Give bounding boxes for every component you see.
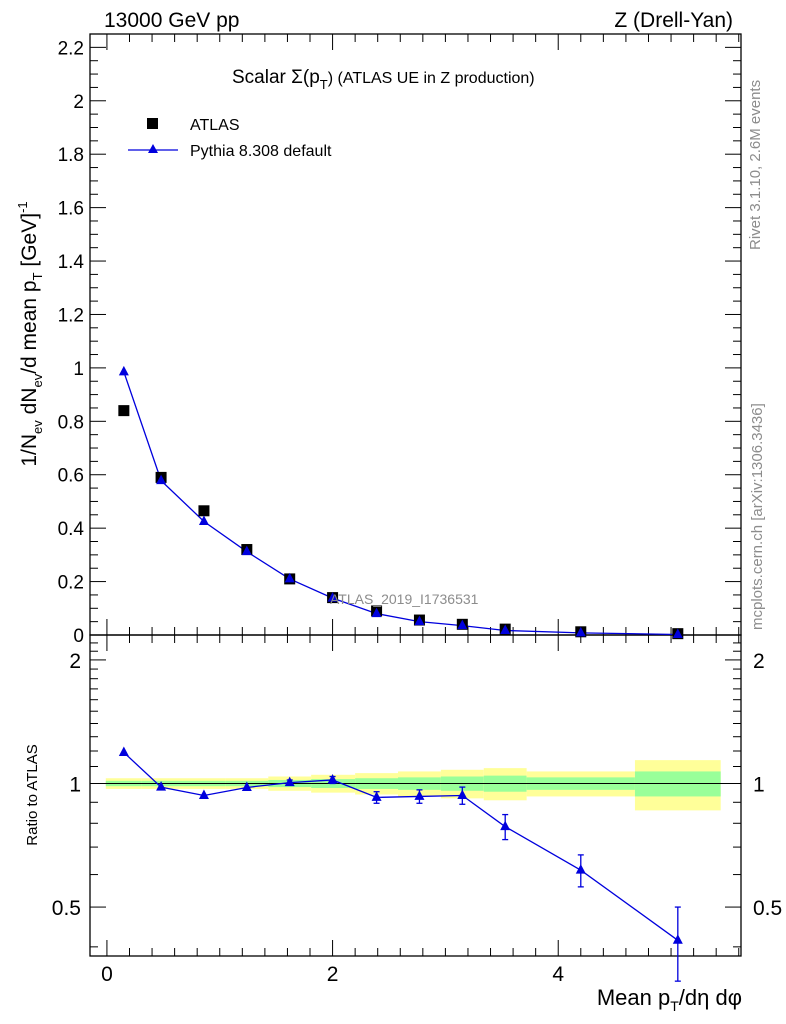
ratio-series-layer [118, 746, 683, 982]
x-axis-label-a: Mean p [597, 985, 670, 1010]
x-tick-label: 0 [101, 963, 113, 986]
pythia-main-point [672, 628, 683, 638]
pythia-ratio-point [575, 864, 586, 874]
ratio-y-tick-label-right: 0.5 [753, 897, 782, 920]
pythia-ratio-point [672, 934, 683, 944]
main-y-tick-label: 0 [73, 626, 84, 647]
pythia-main-point [118, 365, 129, 376]
pythia-ratio-point [327, 773, 338, 784]
main-y-tick-label: 0.8 [58, 412, 84, 433]
main-y-label-c: /d mean p [18, 280, 41, 373]
pythia-main-point [371, 607, 382, 618]
legend-pythia-marker [148, 144, 158, 153]
ratio-y-tick-label-right: 1 [753, 773, 765, 796]
ratio-y-tick-label-left: 0.5 [52, 897, 81, 920]
legend: ATLAS Pythia 8.308 default [128, 117, 332, 160]
main-y-tick-label: 0.6 [58, 466, 84, 487]
legend-pythia-label: Pythia 8.308 default [190, 143, 332, 160]
chart-title-sub: T [320, 77, 328, 92]
ratio-y-tick-label-left: 2 [69, 650, 81, 673]
pythia-main-line [123, 371, 678, 636]
main-y-tick-label: 2 [73, 92, 84, 113]
pythia-main-point [575, 626, 586, 637]
main-y-label-c-sub: T [30, 272, 45, 280]
x-axis-label-a-sub: T [670, 998, 679, 1014]
chart-title-suffix: ) (ATLAS UE in Z production) [328, 70, 535, 87]
main-y-tick-label: 1.8 [58, 145, 84, 166]
main-y-tick-label: 0.4 [58, 519, 85, 540]
pythia-ratio-point [500, 820, 511, 831]
main-panel-frame [89, 33, 742, 636]
main-y-label-d: [GeV] [18, 213, 41, 273]
pythia-main-point [414, 615, 425, 626]
pythia-ratio-point [198, 789, 209, 799]
pythia-ratio-point [118, 746, 129, 756]
ratio-y-axis: 0.5 0.5 1 1 2 2 [52, 642, 782, 948]
ratio-y-label: Ratio to ATLAS [24, 744, 41, 845]
main-y-tick-label: 2.2 [58, 38, 84, 59]
pythia-main-point [500, 624, 511, 634]
atlas-data-point [198, 505, 210, 517]
pythia-ratio-point [284, 776, 295, 787]
main-y-tick-label: 1 [73, 359, 84, 380]
ratio-y-tick-label-right: 2 [753, 650, 765, 673]
mcplots-label: mcplots.cern.ch [arXiv:1306.3436] [749, 403, 766, 630]
main-y-label-b-sub: ev [30, 373, 45, 387]
main-y-label-b: dN [18, 388, 41, 421]
pythia-ratio-point [156, 781, 167, 791]
x-tick-label: 4 [552, 963, 564, 986]
main-series-layer [118, 365, 684, 640]
pythia-main-point [156, 474, 167, 485]
main-y-label-d-sup: -1 [15, 201, 30, 213]
chart-title-prefix: Scalar Σ(p [232, 67, 320, 88]
main-y-tick-label: 0.2 [58, 573, 84, 594]
pythia-main-point [241, 545, 252, 556]
pythia-main-point [457, 619, 468, 630]
atlas-data-point [118, 405, 130, 417]
pythia-ratio-point [371, 791, 382, 801]
pythia-ratio-line [123, 752, 679, 941]
pythia-main-point [284, 572, 295, 583]
main-y-tick-label: 1.2 [58, 305, 84, 326]
x-axis-label: Mean pT/dη dφ [597, 985, 742, 1014]
pythia-main-point [198, 515, 209, 525]
x-tick-label: 2 [327, 963, 339, 986]
legend-atlas-label: ATLAS [190, 117, 240, 134]
ratio-y-tick-label-left: 1 [69, 773, 81, 796]
pythia-ratio-point [241, 781, 252, 791]
pythia-main-point [327, 592, 338, 602]
pythia-ratio-point [414, 790, 425, 800]
chart-title: Scalar Σ(pT) (ATLAS UE in Z production) [232, 67, 535, 92]
main-y-label-a: 1/N [18, 434, 41, 467]
legend-atlas-marker [147, 118, 158, 129]
pythia-ratio-point [457, 789, 468, 799]
ratio-panel-frame [89, 634, 742, 957]
rivet-label: Rivet 3.1.10, 2.6M events [747, 80, 764, 250]
energy-label: 13000 GeV pp [104, 9, 239, 32]
process-label: Z (Drell-Yan) [614, 9, 733, 32]
main-y-label: 1/Nev dNev/d mean pT [GeV]-1 [15, 201, 45, 466]
main-y-tick-label: 1.6 [58, 199, 84, 220]
main-y-label-a-sub: ev [30, 420, 45, 434]
x-axis: 0 2 4 [101, 34, 740, 986]
main-y-tick-label: 1.4 [58, 252, 85, 273]
ratio-uncertainty-bands [105, 760, 721, 811]
main-y-axis: 0 0.2 0.4 0.6 0.8 1 1.2 1.4 1.6 1.8 2 2.2 [58, 33, 741, 647]
analysis-label: ATLAS_2019_I1736531 [330, 591, 479, 607]
x-axis-label-b: /dη dφ [679, 985, 742, 1010]
